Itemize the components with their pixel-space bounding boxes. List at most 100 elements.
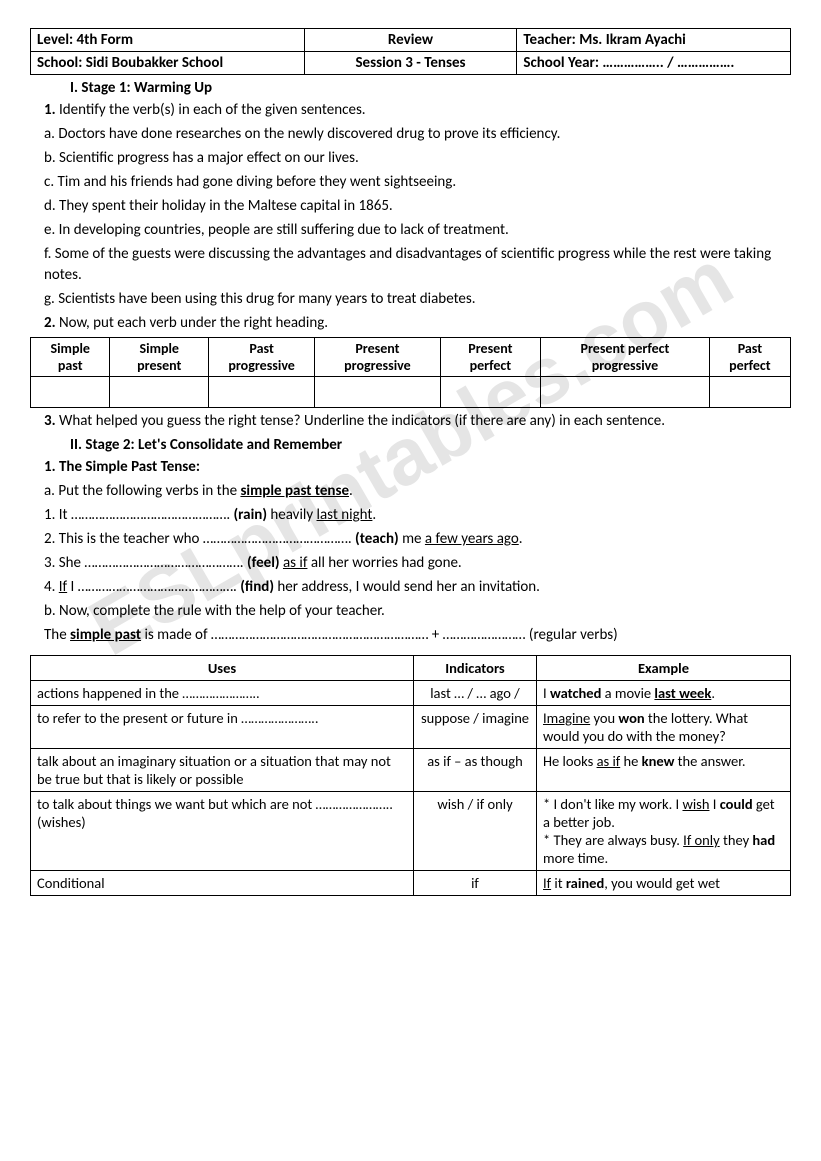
r4-ind: wish / if only [414, 792, 537, 871]
r3-ex-u: as if [597, 752, 621, 770]
ex4-mid1: I ………………………………………. [67, 578, 240, 596]
ex2-mid: me [399, 530, 425, 548]
stage1-q3: 3. What helped you guess the right tense… [44, 411, 791, 432]
r3-ex: He looks as if he knew the answer. [537, 749, 791, 792]
r2-uses: to refer to the present or future in ………… [31, 706, 414, 749]
r2-ex-mid1: you [590, 709, 618, 727]
spt-title: 1. The Simple Past Tense: [44, 457, 791, 478]
spt-rule: The simple past is made of …………………………………… [44, 625, 791, 646]
ex3-u: as if [283, 554, 307, 572]
tense-col-3: Present progressive [315, 338, 440, 377]
r2-ex-b1: won [618, 709, 644, 727]
uses-table: Uses Indicators Example actions happened… [30, 655, 791, 896]
r1-ex-post: . [711, 684, 715, 702]
ex2-verb: (teach) [355, 530, 399, 548]
r1-ex-mid: a movie [601, 684, 654, 702]
r4-l1-mid: I [709, 795, 719, 813]
tense-col-5: Present perfect progressive [541, 338, 710, 377]
header-teacher: Teacher: Ms. Ikram Ayachi [517, 29, 791, 52]
q3-text: What helped you guess the right tense? U… [56, 412, 665, 430]
stage1-item-b: b. Scientific progress has a major effec… [44, 148, 791, 169]
r3-ex-pre: He looks [543, 752, 597, 770]
r5-ex-mid: it [551, 874, 566, 892]
q2-label: 2. [44, 314, 56, 332]
header-review: Review [304, 29, 517, 52]
ex3-pre: 3. She ………………………………………. [44, 554, 247, 572]
r5-ind: if [414, 871, 537, 896]
ex4-pre: 4. [44, 578, 59, 596]
r4-l2-u: If only [683, 831, 720, 849]
stage1-q1: 1. Identify the verb(s) in each of the g… [44, 100, 791, 121]
tense-cell [110, 377, 209, 408]
rule-post: is made of ……………………………………………………… + ……………… [141, 626, 618, 644]
tense-cell [31, 377, 110, 408]
r4-l1-u: wish [682, 795, 709, 813]
ex1-u: last night [317, 506, 373, 524]
uses-h0: Uses [31, 656, 414, 681]
r5-ex: If it rained, you would get wet [537, 871, 791, 896]
r1-uses: actions happened in the ………………….. [31, 681, 414, 706]
r5-ex-b: rained [566, 874, 604, 892]
uses-h2: Example [537, 656, 791, 681]
tense-col-4: Present perfect [440, 338, 540, 377]
spt-ex2: 2. This is the teacher who …………………………………… [44, 529, 791, 550]
r4-l1-b: could [720, 795, 753, 813]
header-table: Level: 4th Form Review Teacher: Ms. Ikra… [30, 28, 791, 75]
ex2-pre: 2. This is the teacher who …………………………………… [44, 530, 355, 548]
r1-ex-u: last week [654, 684, 711, 702]
rule-pre: The [44, 626, 70, 644]
uses-h1: Indicators [414, 656, 537, 681]
tense-cell [709, 377, 790, 408]
q1-text: Identify the verb(s) in each of the give… [56, 101, 366, 119]
header-schoolyear: School Year: …………….. / ……………. [517, 52, 791, 75]
tense-cell [315, 377, 440, 408]
ex1-post: . [372, 506, 376, 524]
ex2-post: . [519, 530, 523, 548]
spt-a-intro: a. Put the following verbs in the simple… [44, 481, 791, 502]
ex3-post: all her worries had gone. [307, 554, 461, 572]
header-level: Level: 4th Form [31, 29, 305, 52]
spt-b-intro: b. Now, complete the rule with the help … [44, 601, 791, 622]
tense-cell [209, 377, 315, 408]
stage1-item-g: g. Scientists have been using this drug … [44, 289, 791, 310]
spt-ex1: 1. It ………………………………………. (rain) heavily la… [44, 505, 791, 526]
r1-ind: last … / … ago / [414, 681, 537, 706]
r4-l2-b: had [752, 831, 775, 849]
stage1-item-e: e. In developing countries, people are s… [44, 220, 791, 241]
ex1-mid: heavily [267, 506, 317, 524]
r1-ex-pre: I [543, 684, 550, 702]
tense-col-2: Past progressive [209, 338, 315, 377]
a-intro-pre: a. Put the following verbs in the [44, 482, 240, 500]
tense-table: Simple past Simple present Past progress… [30, 337, 791, 408]
r1-ex: I watched a movie last week. [537, 681, 791, 706]
tense-col-1: Simple present [110, 338, 209, 377]
r2-ex-u1: Imagine [543, 709, 590, 727]
stage1-item-c: c. Tim and his friends had gone diving b… [44, 172, 791, 193]
stage1-item-a: a. Doctors have done researches on the n… [44, 124, 791, 145]
ex3-verb: (feel) [247, 554, 280, 572]
stage2-title: II. Stage 2: Let's Consolidate and Remem… [70, 436, 791, 454]
r1-ex-b1: watched [550, 684, 601, 702]
r4-ex: * I don't like my work. I wish I could g… [537, 792, 791, 871]
tense-cell [440, 377, 540, 408]
r4-l1-pre: * I don't like my work. I [543, 795, 682, 813]
r5-ex-u: If [543, 874, 551, 892]
a-intro-spt: simple past tense [240, 482, 349, 500]
r3-ex-post: the answer. [674, 752, 745, 770]
r2-ex: Imagine you won the lottery. What would … [537, 706, 791, 749]
r3-ex-mid: he [620, 752, 641, 770]
ex1-verb: (rain) [234, 506, 268, 524]
stage1-item-d: d. They spent their holiday in the Malte… [44, 196, 791, 217]
q3-label: 3. [44, 412, 56, 430]
tense-col-6: Past perfect [709, 338, 790, 377]
ex1-pre: 1. It ………………………………………. [44, 506, 234, 524]
header-school: School: Sidi Boubakker School [31, 52, 305, 75]
r4-uses: to talk about things we want but which a… [31, 792, 414, 871]
q1-label: 1. [44, 101, 56, 119]
ex4-post: her address, I would send her an invitat… [274, 578, 540, 596]
spt-ex3: 3. She ………………………………………. (feel) as if all… [44, 553, 791, 574]
q2-text: Now, put each verb under the right headi… [56, 314, 328, 332]
r4-l2-post: more time. [543, 849, 608, 867]
r5-ex-post: , you would get wet [604, 874, 720, 892]
rule-sp: simple past [70, 626, 141, 644]
